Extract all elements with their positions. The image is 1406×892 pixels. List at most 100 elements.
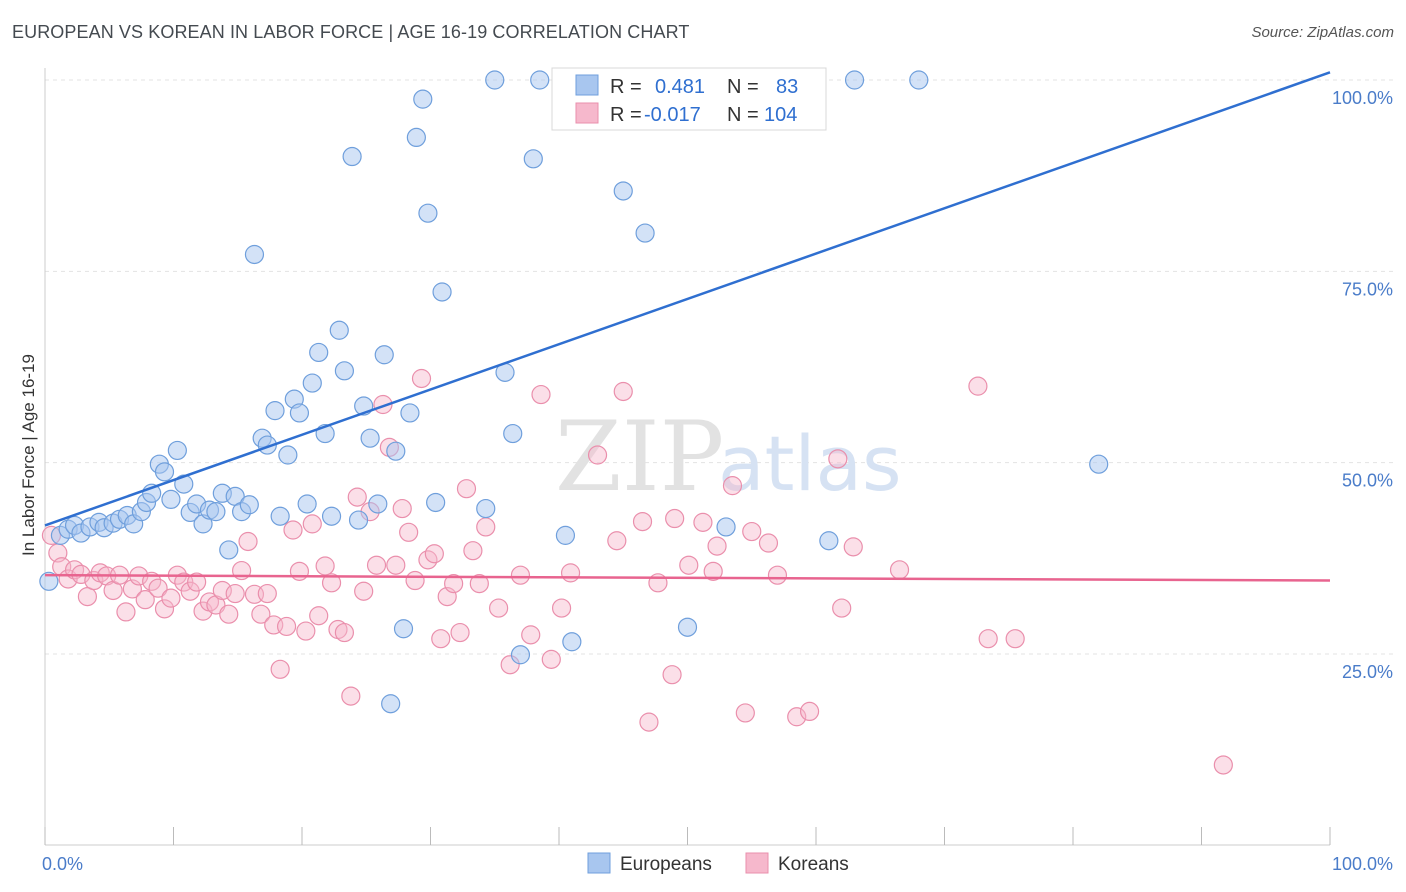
legend-europeans-label: Europeans bbox=[620, 854, 712, 875]
korean-point bbox=[469, 573, 489, 594]
european-point bbox=[174, 474, 194, 494]
europeans-r-label: R = bbox=[610, 76, 642, 98]
korean-point bbox=[758, 533, 779, 553]
european-point bbox=[329, 320, 349, 340]
korean-point bbox=[489, 598, 509, 618]
legend-europeans-swatch bbox=[587, 852, 611, 874]
koreans-n-label: N = bbox=[727, 104, 759, 126]
korean-point bbox=[707, 536, 727, 556]
korean-point bbox=[703, 561, 723, 581]
korean-point bbox=[219, 604, 239, 624]
korean-point bbox=[411, 368, 432, 389]
korean-point bbox=[276, 616, 297, 637]
korean-point bbox=[148, 578, 168, 598]
korean-point bbox=[607, 531, 627, 551]
y-axis-label: In Labor Force | Age 16-19 bbox=[19, 354, 38, 556]
korean-point bbox=[392, 498, 412, 519]
european-point bbox=[476, 498, 496, 519]
stats-legend: R = 0.481 N = 83 R = -0.017 N = 104 bbox=[551, 67, 827, 131]
european-point bbox=[418, 203, 438, 223]
korean-point bbox=[832, 598, 852, 618]
korean-point bbox=[187, 572, 207, 592]
european-point bbox=[381, 694, 401, 714]
korean-points bbox=[41, 368, 1233, 775]
korean-point bbox=[722, 476, 743, 496]
european-point bbox=[613, 181, 633, 201]
european-point bbox=[386, 441, 406, 461]
korean-point bbox=[828, 449, 848, 469]
korean-point bbox=[283, 520, 303, 540]
european-point bbox=[348, 510, 369, 530]
korean-point bbox=[531, 384, 551, 405]
watermark-atlas: atlas bbox=[718, 419, 902, 508]
european-point bbox=[909, 70, 929, 90]
korean-point bbox=[135, 590, 155, 610]
korean-point bbox=[662, 665, 682, 685]
korean-point bbox=[347, 487, 367, 507]
korean-point bbox=[639, 712, 659, 732]
korean-point bbox=[154, 599, 175, 619]
korean-point bbox=[341, 686, 361, 706]
korean-point bbox=[613, 381, 633, 402]
korean-point bbox=[742, 521, 762, 542]
european-point bbox=[278, 445, 298, 465]
europeans-swatch bbox=[575, 74, 599, 96]
korean-point bbox=[116, 602, 136, 622]
european-point bbox=[342, 146, 362, 167]
korean-point bbox=[735, 703, 755, 723]
korean-point bbox=[787, 707, 807, 727]
european-point bbox=[265, 401, 285, 421]
korean-point bbox=[321, 573, 342, 593]
korean-point bbox=[386, 555, 406, 575]
european-point bbox=[302, 373, 322, 393]
y-tick-label: 50.0% bbox=[1342, 471, 1393, 491]
korean-point bbox=[1213, 755, 1233, 775]
european-point bbox=[400, 403, 420, 423]
y-tick-label: 25.0% bbox=[1342, 662, 1393, 682]
korean-point bbox=[510, 565, 531, 585]
y-tick-label: 100.0% bbox=[1332, 88, 1393, 108]
korean-point bbox=[309, 606, 329, 626]
korean-point bbox=[978, 629, 998, 649]
korean-point bbox=[799, 701, 820, 722]
europeans-trend-line bbox=[44, 71, 1331, 527]
korean-point bbox=[450, 622, 470, 643]
european-point bbox=[523, 149, 543, 169]
watermark-zip: ZIP bbox=[555, 401, 724, 513]
x-tick-label: 0.0% bbox=[42, 854, 83, 874]
source-label: Source: ZipAtlas.com bbox=[1251, 24, 1394, 41]
european-point bbox=[485, 70, 505, 90]
koreans-r-label: R = bbox=[610, 104, 642, 126]
european-point bbox=[426, 492, 446, 513]
korean-point bbox=[693, 512, 713, 532]
europeans-n-label: N = bbox=[727, 76, 759, 98]
korean-point bbox=[354, 581, 374, 601]
trend-lines bbox=[44, 71, 1331, 582]
korean-point bbox=[302, 514, 322, 534]
korean-point bbox=[405, 570, 425, 591]
y-tick-label: 75.0% bbox=[1342, 279, 1393, 299]
korean-point bbox=[843, 537, 863, 557]
european-point bbox=[244, 244, 265, 265]
korean-point bbox=[315, 556, 335, 576]
koreans-r-value: -0.017 bbox=[644, 104, 701, 126]
europeans-r-value: 0.481 bbox=[655, 76, 705, 98]
korean-point bbox=[251, 604, 271, 624]
european-point bbox=[677, 617, 698, 637]
european-point bbox=[321, 506, 342, 526]
korean-point bbox=[679, 555, 699, 575]
korean-point bbox=[968, 376, 988, 396]
european-point bbox=[334, 361, 355, 381]
european-point bbox=[393, 619, 414, 639]
european-point bbox=[206, 502, 226, 522]
european-point bbox=[161, 489, 181, 510]
european-point bbox=[270, 506, 290, 526]
european-point bbox=[154, 462, 175, 482]
european-point bbox=[635, 223, 655, 243]
european-point bbox=[510, 645, 531, 665]
korean-point bbox=[551, 598, 572, 618]
korean-point bbox=[257, 583, 277, 604]
european-point bbox=[716, 517, 736, 537]
tick-labels: 25.0% 50.0% 75.0% 100.0% 0.0% 100.0% bbox=[42, 88, 1393, 874]
korean-point bbox=[476, 517, 496, 537]
